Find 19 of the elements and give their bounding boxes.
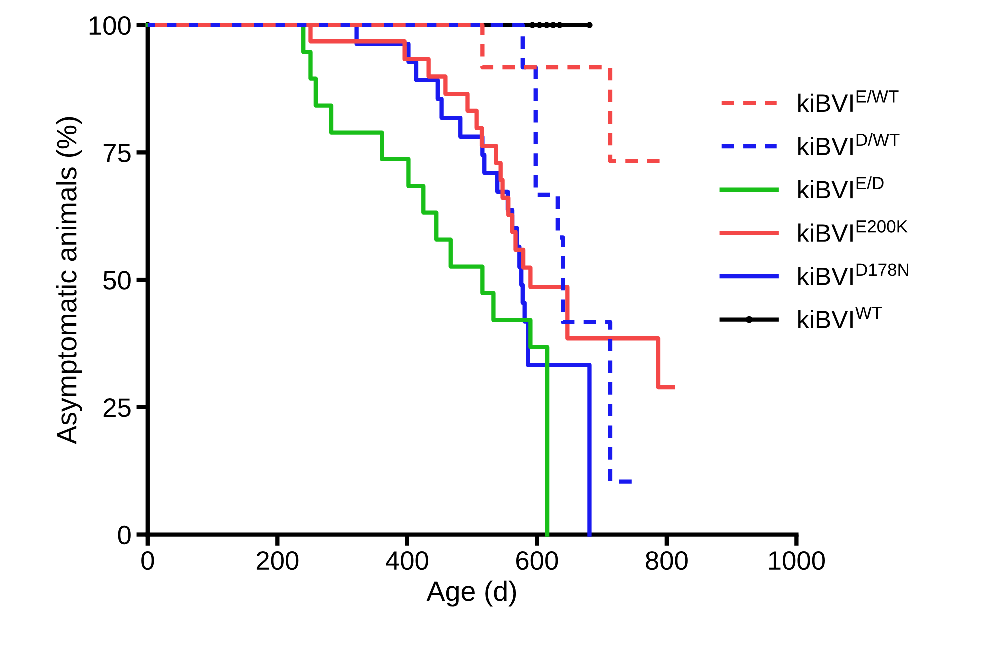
legend-label: kiBVI$^{E/D}$ [798, 176, 884, 199]
legend-label: kiBVI$^{E200K}$ [798, 220, 908, 242]
legend-label: kiBVI$^{D178N}$ [798, 264, 908, 286]
x-tick-label: 0 [142, 551, 154, 570]
x-axis-title: Age (d) [426, 580, 516, 607]
legend-label: kiBVI$^{WT}$ [798, 307, 882, 328]
y-tick-label: 0 [118, 526, 131, 545]
x-tick-label: 800 [646, 551, 688, 570]
y-tick-label: 75 [104, 144, 131, 162]
y-axis-title: Asymptomatic animals (%) [56, 117, 82, 444]
legend-label: kiBVI$^{D/WT}$ [798, 133, 900, 156]
x-tick-label: 200 [256, 551, 299, 570]
y-tick-label: 50 [104, 271, 131, 290]
y-tick-label: 25 [104, 398, 131, 418]
x-tick-label: 400 [386, 551, 428, 570]
y-tick-label: 100 [90, 16, 131, 36]
x-tick-label: 1000 [769, 551, 826, 570]
x-tick-label: 600 [516, 551, 558, 570]
legend-label: kiBVI$^{E/WT}$ [798, 90, 899, 112]
